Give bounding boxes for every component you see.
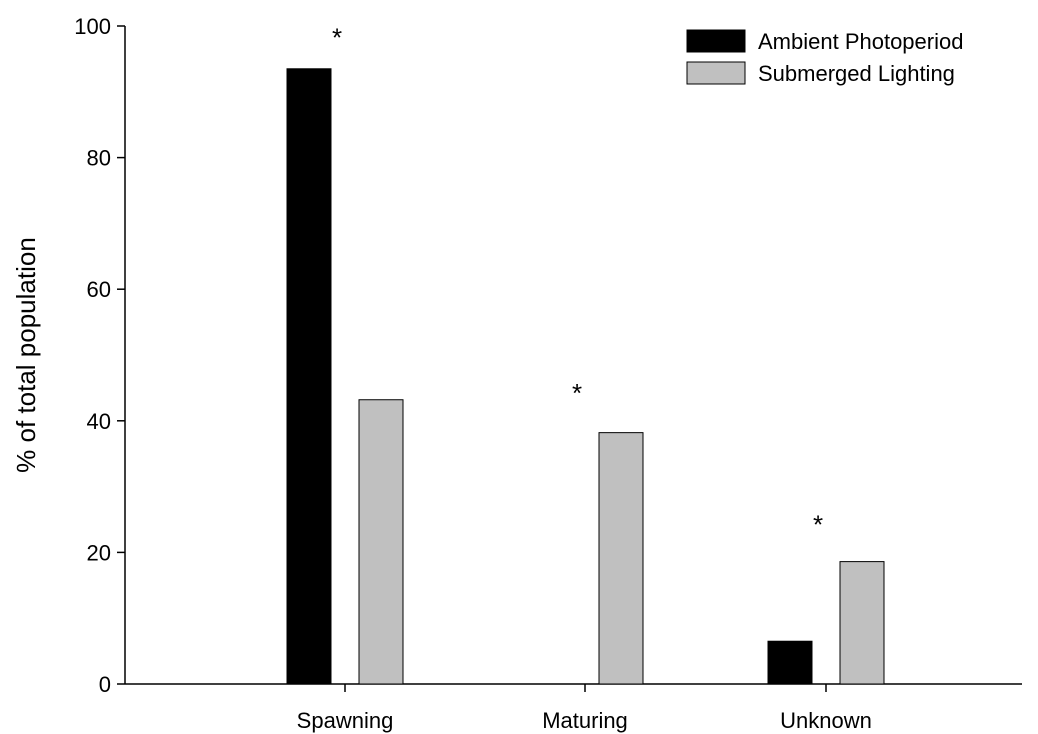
y-tick-label: 80 <box>87 146 111 171</box>
significance-markers: * * * <box>332 23 823 540</box>
y-axis-title: % of total population <box>11 237 41 473</box>
y-ticks: 0 20 40 60 80 100 <box>74 14 125 697</box>
legend-label: Submerged Lighting <box>758 61 955 86</box>
significance-asterisk: * <box>813 510 823 540</box>
bar-ambient-spawning <box>286 68 332 685</box>
x-tick-label: Unknown <box>780 708 872 733</box>
x-tick-label: Spawning <box>297 708 394 733</box>
significance-asterisk: * <box>332 23 342 53</box>
legend-swatch <box>686 29 746 53</box>
legend: Ambient Photoperiod Submerged Lighting <box>686 29 963 86</box>
legend-swatch <box>686 61 746 85</box>
bar-submerged-spawning <box>358 399 404 685</box>
x-ticks: Spawning Maturing Unknown <box>297 684 872 733</box>
significance-asterisk: * <box>572 378 582 408</box>
legend-label: Ambient Photoperiod <box>758 29 963 54</box>
y-tick-label: 100 <box>74 14 111 39</box>
bar-ambient-unknown <box>767 640 813 685</box>
bar-submerged-unknown <box>839 561 885 685</box>
y-tick-label: 60 <box>87 277 111 302</box>
x-tick-label: Maturing <box>542 708 628 733</box>
bar-submerged-maturing <box>598 432 644 685</box>
y-tick-label: 0 <box>99 672 111 697</box>
axes <box>124 26 1022 685</box>
y-tick-label: 40 <box>87 409 111 434</box>
bars <box>286 68 885 685</box>
y-tick-label: 20 <box>87 540 111 565</box>
